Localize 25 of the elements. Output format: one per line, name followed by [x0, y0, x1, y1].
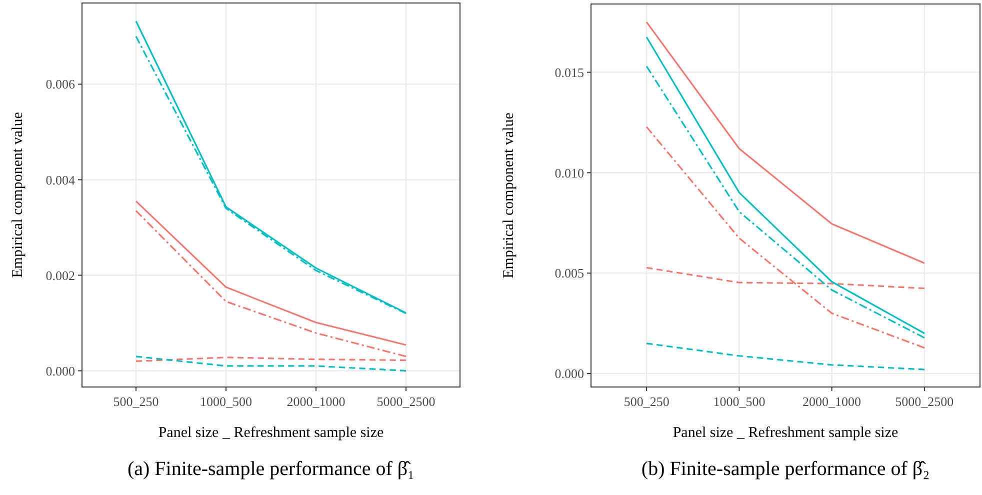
y-tick-label: 0.004	[46, 172, 76, 188]
y-tick-label: 0.015	[554, 64, 584, 80]
y-axis-title: Empirical component value	[10, 112, 26, 278]
y-tick-label: 0.002	[46, 268, 75, 283]
y-tick-label: 0.006	[46, 76, 76, 92]
x-tick-label: 1000_500	[200, 394, 252, 409]
x-tick-label: 2000_1000	[286, 394, 346, 409]
x-axis-title: Panel size _ Refreshment sample size	[158, 425, 384, 441]
line-series	[646, 342, 926, 370]
x-tick-label: 2000_1000	[802, 394, 862, 409]
text: (b) Finite-sample performance of β̂₂	[641, 458, 930, 480]
y-tick-label: 0.005	[554, 266, 584, 281]
x-tick-label: 500_250	[624, 394, 670, 409]
x-tick-label: 5000_2500	[376, 394, 436, 409]
x-axis-title: Panel size _ Refreshment sample size	[672, 425, 899, 441]
y-tick-label: 0.000	[554, 366, 584, 382]
line-series	[646, 21, 926, 264]
x-tick-label: 1000_500	[713, 394, 766, 409]
y-tick-label: 0.000	[46, 363, 75, 378]
y-tick-label: 0.010	[554, 165, 584, 180]
x-tick-label: 500_250	[113, 394, 159, 409]
text: (a) Finite-sample performance of β̂₁	[127, 458, 415, 480]
y-axis-title: Empirical component value	[501, 112, 517, 278]
line-series	[646, 126, 926, 349]
x-tick-label: 5000_2500	[895, 394, 954, 409]
